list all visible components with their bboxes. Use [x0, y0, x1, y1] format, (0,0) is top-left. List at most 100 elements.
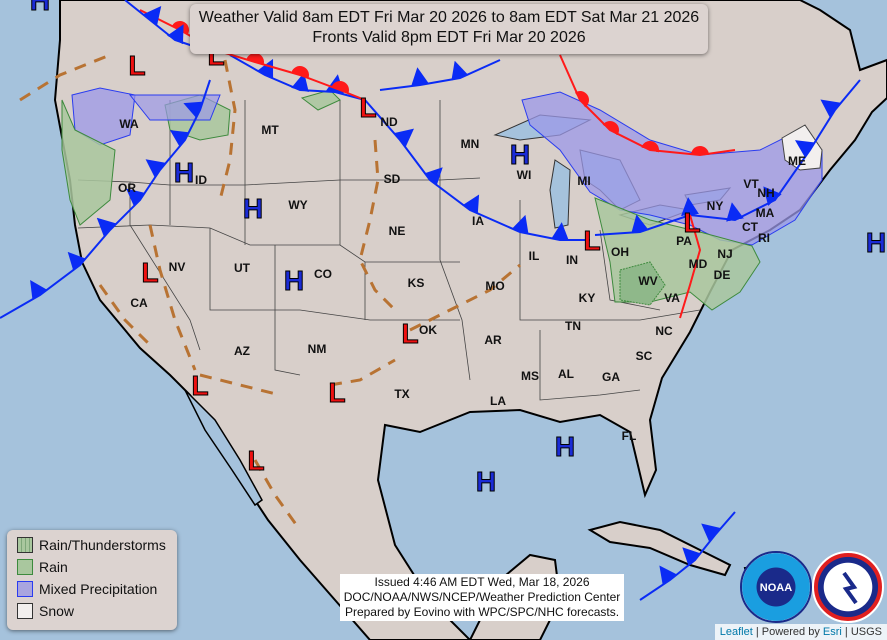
state-label-nd: ND [380, 115, 398, 129]
state-label-sc: SC [636, 349, 653, 363]
state-label-sd: SD [384, 172, 401, 186]
high-pressure-marker: H [284, 265, 304, 296]
state-label-wy: WY [288, 198, 307, 212]
legend-label: Rain/Thunderstorms [39, 537, 166, 553]
rain-swatch [17, 559, 33, 575]
thunderstorms-wv [619, 261, 666, 306]
state-label-ma: MA [756, 206, 775, 220]
low-pressure-marker: L [583, 225, 600, 256]
mixed-precip-swatch [17, 581, 33, 597]
legend-label: Rain [39, 559, 68, 575]
low-pressure-marker: L [247, 445, 264, 476]
state-label-az: AZ [234, 344, 250, 358]
state-label-in: IN [566, 253, 578, 267]
state-label-ca: CA [130, 296, 148, 310]
state-label-vt: VT [743, 177, 759, 191]
state-label-ar: AR [484, 333, 502, 347]
low-pressure-marker: L [359, 92, 376, 123]
high-pressure-marker: H [555, 431, 575, 462]
state-label-md: MD [689, 257, 708, 271]
state-label-co: CO [314, 267, 332, 281]
cuba-land [587, 520, 732, 577]
svg-text:NOAA: NOAA [760, 582, 792, 594]
state-label-mn: MN [461, 137, 480, 151]
issued-box: Issued 4:46 AM EDT Wed, Mar 18, 2026 DOC… [340, 574, 624, 621]
state-label-la: LA [490, 394, 506, 408]
state-label-al: AL [558, 367, 574, 381]
legend-item-mixed: Mixed Precipitation [17, 578, 177, 600]
state-label-il: IL [529, 249, 540, 263]
powered-by-text: | Powered by [752, 626, 823, 638]
state-label-pa: PA [676, 234, 692, 248]
state-label-nm: NM [308, 342, 327, 356]
leaflet-link[interactable]: Leaflet [719, 626, 753, 638]
state-label-wv: WV [638, 274, 657, 288]
state-label-mt: MT [261, 123, 279, 137]
state-label-ks: KS [408, 276, 425, 290]
issued-time: Issued 4:46 AM EDT Wed, Mar 18, 2026 [374, 575, 590, 589]
state-label-nv: NV [169, 260, 186, 274]
state-label-tn: TN [565, 319, 581, 333]
state-label-fl: FL [622, 429, 637, 443]
state-label-ne: NE [389, 224, 406, 238]
weather-valid-text: Weather Valid 8am EDT Fri Mar 20 2026 to… [198, 9, 700, 26]
state-labels: WA OR ID MT WY CA NV UT CO AZ NM ND SD NE KS OK TX MN IA MO… [118, 115, 806, 443]
map-attribution: Leaflet | Powered by Esri | USGS [714, 624, 887, 640]
legend-label: Snow [39, 603, 75, 619]
troughs [19, 53, 521, 531]
state-label-nj: NJ [717, 247, 732, 261]
state-label-ct: CT [742, 220, 759, 234]
state-label-ky: KY [579, 291, 596, 305]
state-label-ms: MS [521, 369, 539, 383]
state-label-oh: OH [611, 245, 629, 259]
cold-front-upper-midwest [379, 59, 501, 91]
fronts-valid-text: Fronts Valid 8pm EDT Fri Mar 20 2026 [312, 29, 586, 46]
state-label-or: OR [118, 181, 136, 195]
legend-item-snow: Snow [17, 600, 177, 622]
state-label-ok: OK [419, 323, 437, 337]
state-label-ny: NY [707, 199, 724, 213]
state-label-nh: NH [757, 186, 774, 200]
usgs-text: | USGS [841, 626, 882, 638]
low-pressure-marker: L [683, 207, 700, 238]
state-label-mo: MO [485, 279, 504, 293]
prepared-by: Prepared by Eovino with WPC/SPC/NHC fore… [344, 605, 620, 619]
low-pressure-marker: L [328, 377, 345, 408]
state-label-tx: TX [394, 387, 409, 401]
nws-logo[interactable] [812, 551, 884, 623]
state-label-de: DE [714, 268, 731, 282]
baja-gulf-water [184, 389, 263, 507]
map-title: Weather Valid 8am EDT Fri Mar 20 2026 to… [190, 4, 708, 54]
high-pressure-marker: H [510, 139, 530, 170]
legend-label: Mixed Precipitation [39, 581, 158, 597]
cold-front-west [0, 79, 211, 319]
low-pressure-marker: L [128, 50, 145, 81]
state-label-wi: WI [517, 168, 532, 182]
state-label-ri: RI [758, 231, 770, 245]
issuing-agency: DOC/NOAA/NWS/NCEP/Weather Prediction Cen… [343, 590, 621, 604]
state-label-va: VA [664, 291, 680, 305]
fronts [0, 0, 861, 601]
high-pressure-marker: H [476, 466, 496, 497]
legend-item-rain-thunderstorms: Rain/Thunderstorms [17, 534, 177, 556]
cold-front-plains [364, 99, 590, 241]
cold-front-caribbean [639, 511, 736, 601]
cold-front-east [594, 79, 861, 236]
state-label-me: ME [788, 154, 806, 168]
esri-link[interactable]: Esri [822, 626, 842, 638]
state-label-ia: IA [472, 214, 484, 228]
low-pressure-marker: L [401, 318, 418, 349]
state-label-wa: WA [119, 117, 139, 131]
high-pressure-marker: H [866, 227, 886, 258]
noaa-logo[interactable]: NOAA [740, 551, 812, 623]
legend: Rain/Thunderstorms Rain Mixed Precipitat… [7, 530, 177, 630]
legend-item-rain: Rain [17, 556, 177, 578]
state-label-ut: UT [234, 261, 251, 275]
high-pressure-marker: H [30, 0, 50, 16]
high-pressure-marker: H [174, 157, 194, 188]
low-pressure-marker: L [191, 370, 208, 401]
state-label-nc: NC [655, 324, 673, 338]
snow-swatch [17, 603, 33, 619]
state-label-id: ID [195, 173, 207, 187]
